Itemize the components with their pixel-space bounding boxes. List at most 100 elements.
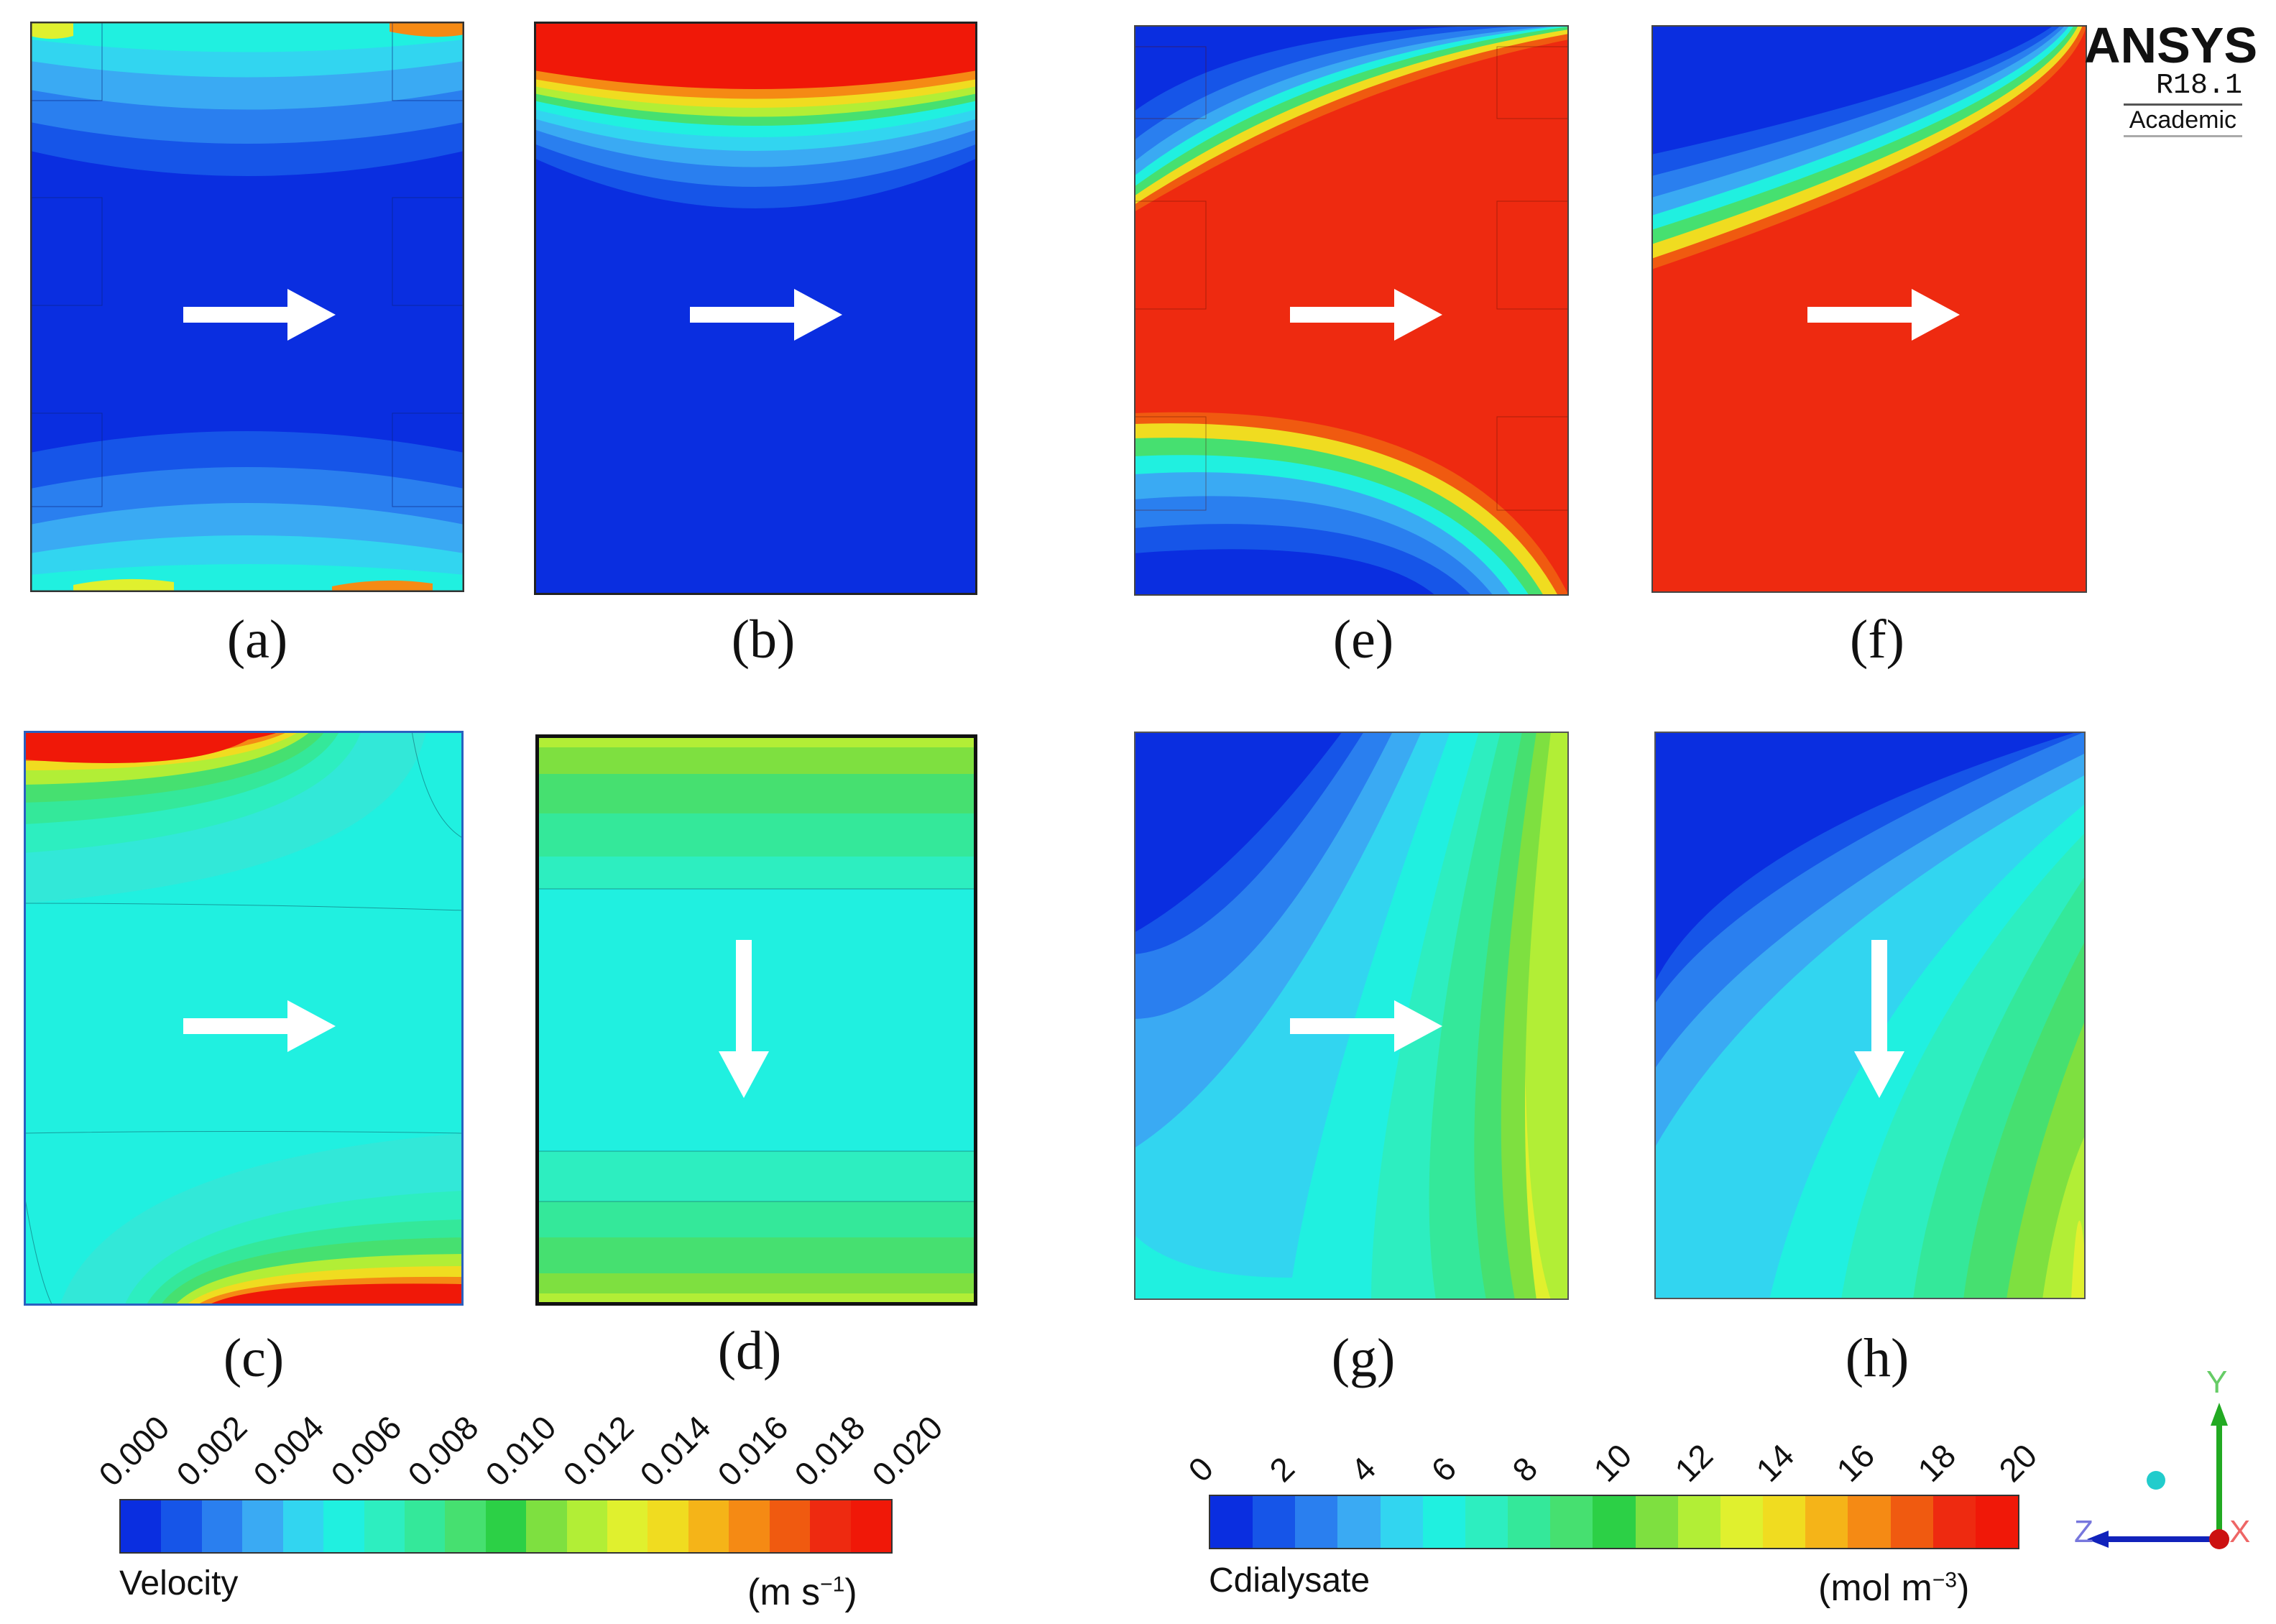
colorbar-tick-label: 0.014 <box>632 1408 718 1494</box>
panel-c-velocity-contour <box>24 731 464 1306</box>
colorbar-tick-label: 0 <box>1181 1449 1221 1490</box>
panel-label: (b) <box>731 609 796 670</box>
panel-b-velocity-contour <box>534 22 977 595</box>
colorbar-segment <box>1890 1496 1933 1548</box>
concentration-legend-title: Cdialysate <box>1209 1561 1370 1600</box>
colorbar-segment <box>404 1500 446 1552</box>
colorbar-segment <box>1380 1496 1423 1548</box>
velocity-colorbar <box>119 1499 893 1554</box>
colorbar-segment <box>121 1500 162 1552</box>
panel-h-concentration-contour <box>1654 732 2086 1299</box>
panel-e-concentration-contour <box>1134 25 1569 596</box>
panel-label: (h) <box>1845 1328 1909 1388</box>
axes-triad: Y Z X <box>2063 1351 2251 1567</box>
colorbar-segment <box>1805 1496 1848 1548</box>
colorbar-tick-label: 20 <box>1991 1436 2045 1490</box>
velocity-legend-unit: (m s−1) <box>747 1574 857 1611</box>
colorbar-segment <box>1337 1496 1381 1548</box>
colorbar-segment <box>485 1500 527 1552</box>
ansys-logo: ANSYS R18.1 Academic <box>2084 17 2258 137</box>
x-axis-label: X <box>2229 1514 2251 1549</box>
colorbar-segment <box>850 1500 892 1552</box>
colorbar-segment <box>1465 1496 1508 1548</box>
colorbar-segment <box>1253 1496 1296 1548</box>
colorbar-segment <box>729 1500 770 1552</box>
colorbar-segment <box>1677 1496 1720 1548</box>
colorbar-segment <box>201 1500 243 1552</box>
velocity-unit-text: (m s <box>747 1572 821 1613</box>
colorbar-segment <box>1508 1496 1551 1548</box>
colorbar-segment <box>607 1500 648 1552</box>
panel-g-concentration-contour <box>1134 732 1569 1300</box>
panel-label: (g) <box>1331 1328 1396 1388</box>
colorbar-tick-label: 0.012 <box>555 1408 641 1494</box>
colorbar-tick-label: 0.018 <box>787 1408 872 1494</box>
colorbar-segment <box>1720 1496 1764 1548</box>
colorbar-tick-label: 0.006 <box>323 1408 409 1494</box>
colorbar-segment <box>242 1500 283 1552</box>
colorbar-tick-label: 18 <box>1910 1436 1963 1490</box>
logo-edition: Academic <box>2123 103 2242 137</box>
colorbar-segment <box>1975 1496 2018 1548</box>
colorbar-segment <box>1295 1496 1338 1548</box>
colorbar-tick-label: 4 <box>1342 1449 1383 1490</box>
colorbar-segment <box>445 1500 486 1552</box>
colorbar-tick-label: 0.020 <box>865 1408 950 1494</box>
colorbar-segment <box>282 1500 324 1552</box>
concentration-unit-exponent: −3 <box>1932 1568 1958 1592</box>
z-axis-label: Z <box>2074 1514 2093 1549</box>
colorbar-tick-label: 2 <box>1262 1449 1302 1490</box>
colorbar-segment <box>688 1500 729 1552</box>
colorbar-tick-label: 0.008 <box>400 1408 486 1494</box>
colorbar-segment <box>566 1500 608 1552</box>
velocity-unit-close: ) <box>844 1572 857 1613</box>
panel-a-velocity-contour <box>30 22 464 592</box>
concentration-legend-unit: (mol m−3) <box>1818 1569 1969 1607</box>
z-axis-arrowhead <box>2087 1531 2109 1548</box>
colorbar-segment <box>526 1500 567 1552</box>
concentration-colorbar <box>1209 1495 2019 1549</box>
colorbar-segment <box>810 1500 851 1552</box>
concentration-unit-close: ) <box>1957 1567 1970 1609</box>
panel-label: (e) <box>1332 609 1394 670</box>
colorbar-tick-label: 0.000 <box>91 1408 177 1494</box>
colorbar-tick-label: 0.004 <box>246 1408 331 1494</box>
colorbar-segment <box>1550 1496 1593 1548</box>
colorbar-segment <box>1763 1496 1806 1548</box>
panel-f-concentration-contour <box>1651 25 2087 593</box>
colorbar-tick-label: 0.002 <box>168 1408 254 1494</box>
colorbar-tick-label: 10 <box>1586 1436 1639 1490</box>
colorbar-tick-label: 6 <box>1424 1449 1464 1490</box>
colorbar-segment <box>1593 1496 1636 1548</box>
panel-label: (d) <box>717 1321 782 1381</box>
colorbar-segment <box>1635 1496 1678 1548</box>
colorbar-segment <box>648 1500 688 1552</box>
panel-label: (c) <box>223 1328 285 1388</box>
colorbar-segment <box>161 1500 202 1552</box>
colorbar-segment <box>1932 1496 1976 1548</box>
concentration-unit-text: (mol m <box>1818 1567 1932 1609</box>
logo-brand: ANSYS <box>2084 17 2258 73</box>
colorbar-segment <box>769 1500 811 1552</box>
y-axis-label: Y <box>2206 1365 2228 1400</box>
colorbar-tick-label: 0.010 <box>478 1408 563 1494</box>
colorbar-tick-label: 16 <box>1829 1436 1882 1490</box>
origin-marker <box>2147 1471 2165 1490</box>
panel-label: (f) <box>1850 609 1904 670</box>
colorbar-tick-label: 12 <box>1667 1436 1720 1490</box>
colorbar-segment <box>1210 1496 1253 1548</box>
colorbar-segment <box>323 1500 364 1552</box>
axes-triad-graphic <box>2087 1403 2229 1549</box>
colorbar-segment <box>1422 1496 1465 1548</box>
colorbar-tick-label: 0.016 <box>710 1408 796 1494</box>
panel-d-velocity-contour <box>535 734 977 1306</box>
colorbar-segment <box>1848 1496 1891 1548</box>
logo-version: R18.1 <box>2155 70 2242 102</box>
velocity-legend-title: Velocity <box>119 1564 239 1602</box>
panel-label: (a) <box>226 609 288 670</box>
x-axis-dot <box>2209 1529 2229 1549</box>
y-axis-arrowhead <box>2211 1403 2228 1426</box>
colorbar-segment <box>364 1500 405 1552</box>
velocity-unit-exponent: −1 <box>820 1572 845 1597</box>
